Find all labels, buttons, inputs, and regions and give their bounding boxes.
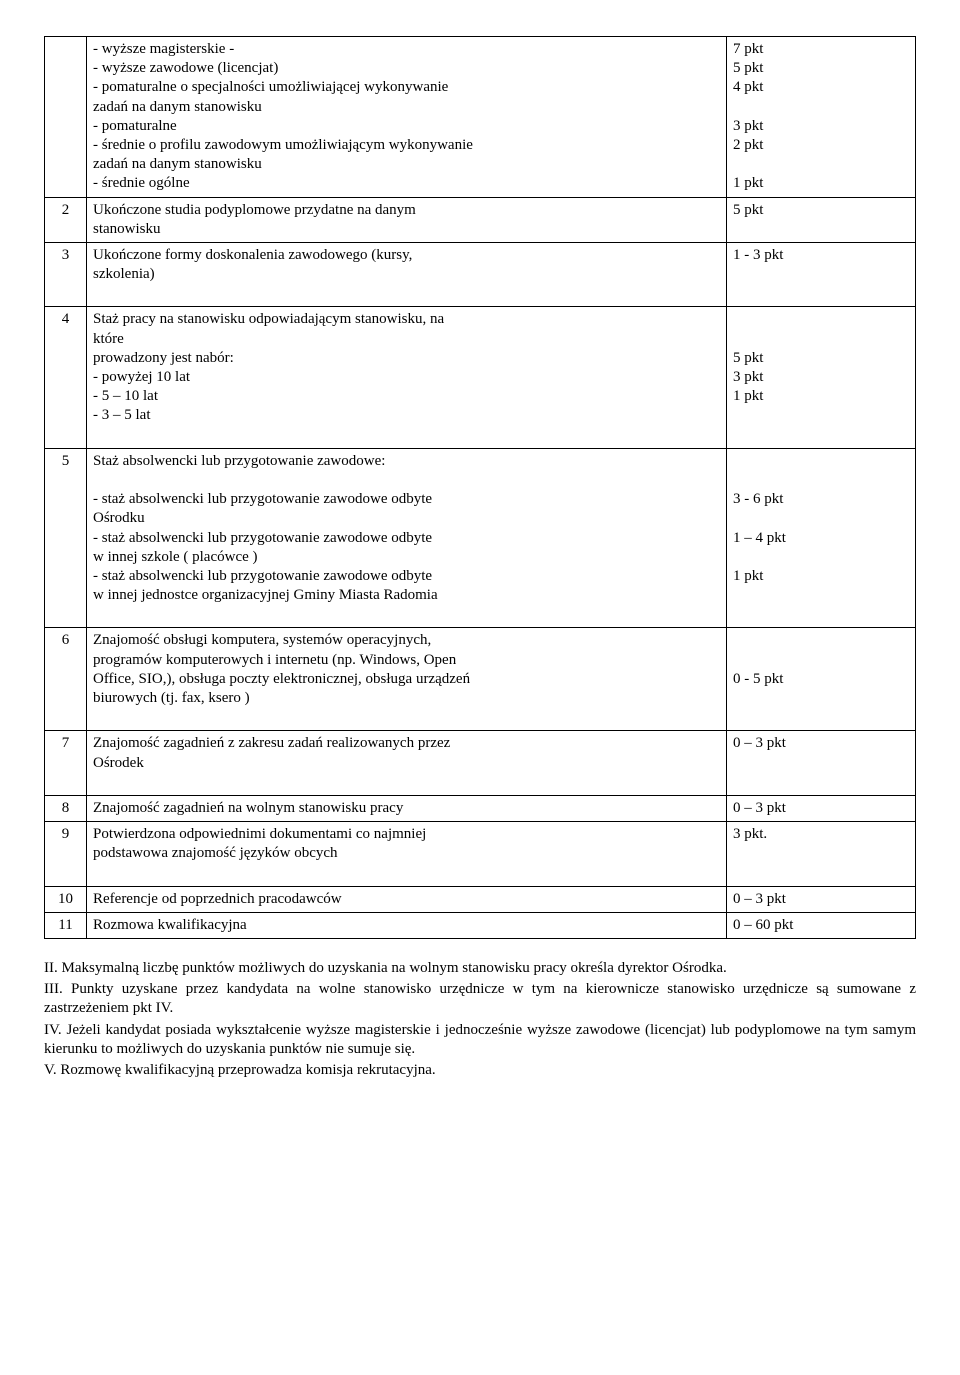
table-row: 7 Znajomość zagadnień z zakresu zadań re…: [45, 731, 916, 796]
row-number: 7: [45, 731, 87, 796]
row-desc: Referencje od poprzednich pracodawców: [87, 886, 727, 912]
row-points: 5 pkt: [727, 197, 916, 242]
row-desc: Znajomość zagadnień z zakresu zadań real…: [87, 731, 727, 796]
row-points: 0 – 3 pkt: [727, 795, 916, 821]
row-points: 1 - 3 pkt: [727, 242, 916, 307]
table-row: 9 Potwierdzona odpowiednimi dokumentami …: [45, 822, 916, 887]
row-points: 0 - 5 pkt: [727, 628, 916, 731]
criteria-table: - wyższe magisterskie - - wyższe zawodow…: [44, 36, 916, 939]
row-points: 7 pkt 5 pkt 4 pkt 3 pkt 2 pkt 1 pkt: [727, 37, 916, 198]
row-number: 2: [45, 197, 87, 242]
footer-p5: V. Rozmowę kwalifikacyjną przeprowadza k…: [44, 1061, 916, 1080]
table-row: 8 Znajomość zagadnień na wolnym stanowis…: [45, 795, 916, 821]
row-number: 6: [45, 628, 87, 731]
table-row: 11 Rozmowa kwalifikacyjna 0 – 60 pkt: [45, 912, 916, 938]
table-row: 10 Referencje od poprzednich pracodawców…: [45, 886, 916, 912]
row-number: 9: [45, 822, 87, 887]
row-points: 0 – 60 pkt: [727, 912, 916, 938]
table-row: 6 Znajomość obsługi komputera, systemów …: [45, 628, 916, 731]
table-row: 3 Ukończone formy doskonalenia zawodoweg…: [45, 242, 916, 307]
row-number: 8: [45, 795, 87, 821]
row-points: 5 pkt 3 pkt 1 pkt: [727, 307, 916, 448]
row-desc: Znajomość zagadnień na wolnym stanowisku…: [87, 795, 727, 821]
row-points: 3 pkt.: [727, 822, 916, 887]
row-points: 0 – 3 pkt: [727, 731, 916, 796]
row-desc: Znajomość obsługi komputera, systemów op…: [87, 628, 727, 731]
row-number: 3: [45, 242, 87, 307]
row-desc: Staż absolwencki lub przygotowanie zawod…: [87, 448, 727, 628]
row-number: [45, 37, 87, 198]
table-row: 5 Staż absolwencki lub przygotowanie zaw…: [45, 448, 916, 628]
row-points: 0 – 3 pkt: [727, 886, 916, 912]
footer-p4: IV. Jeżeli kandydat posiada wykształceni…: [44, 1021, 916, 1059]
row-number: 5: [45, 448, 87, 628]
row-number: 11: [45, 912, 87, 938]
row-desc: Ukończone formy doskonalenia zawodowego …: [87, 242, 727, 307]
row-desc: - wyższe magisterskie - - wyższe zawodow…: [87, 37, 727, 198]
table-row: 4 Staż pracy na stanowisku odpowiadający…: [45, 307, 916, 448]
row-points: 3 - 6 pkt 1 – 4 pkt 1 pkt: [727, 448, 916, 628]
row-number: 4: [45, 307, 87, 448]
footer-p2: II. Maksymalną liczbę punktów możliwych …: [44, 959, 916, 978]
table-row: - wyższe magisterskie - - wyższe zawodow…: [45, 37, 916, 198]
table-row: 2 Ukończone studia podyplomowe przydatne…: [45, 197, 916, 242]
row-desc: Rozmowa kwalifikacyjna: [87, 912, 727, 938]
footer-notes: II. Maksymalną liczbę punktów możliwych …: [44, 959, 916, 1080]
row-number: 10: [45, 886, 87, 912]
footer-p3: III. Punkty uzyskane przez kandydata na …: [44, 980, 916, 1018]
row-desc: Ukończone studia podyplomowe przydatne n…: [87, 197, 727, 242]
row-desc: Staż pracy na stanowisku odpowiadającym …: [87, 307, 727, 448]
row-desc: Potwierdzona odpowiednimi dokumentami co…: [87, 822, 727, 887]
